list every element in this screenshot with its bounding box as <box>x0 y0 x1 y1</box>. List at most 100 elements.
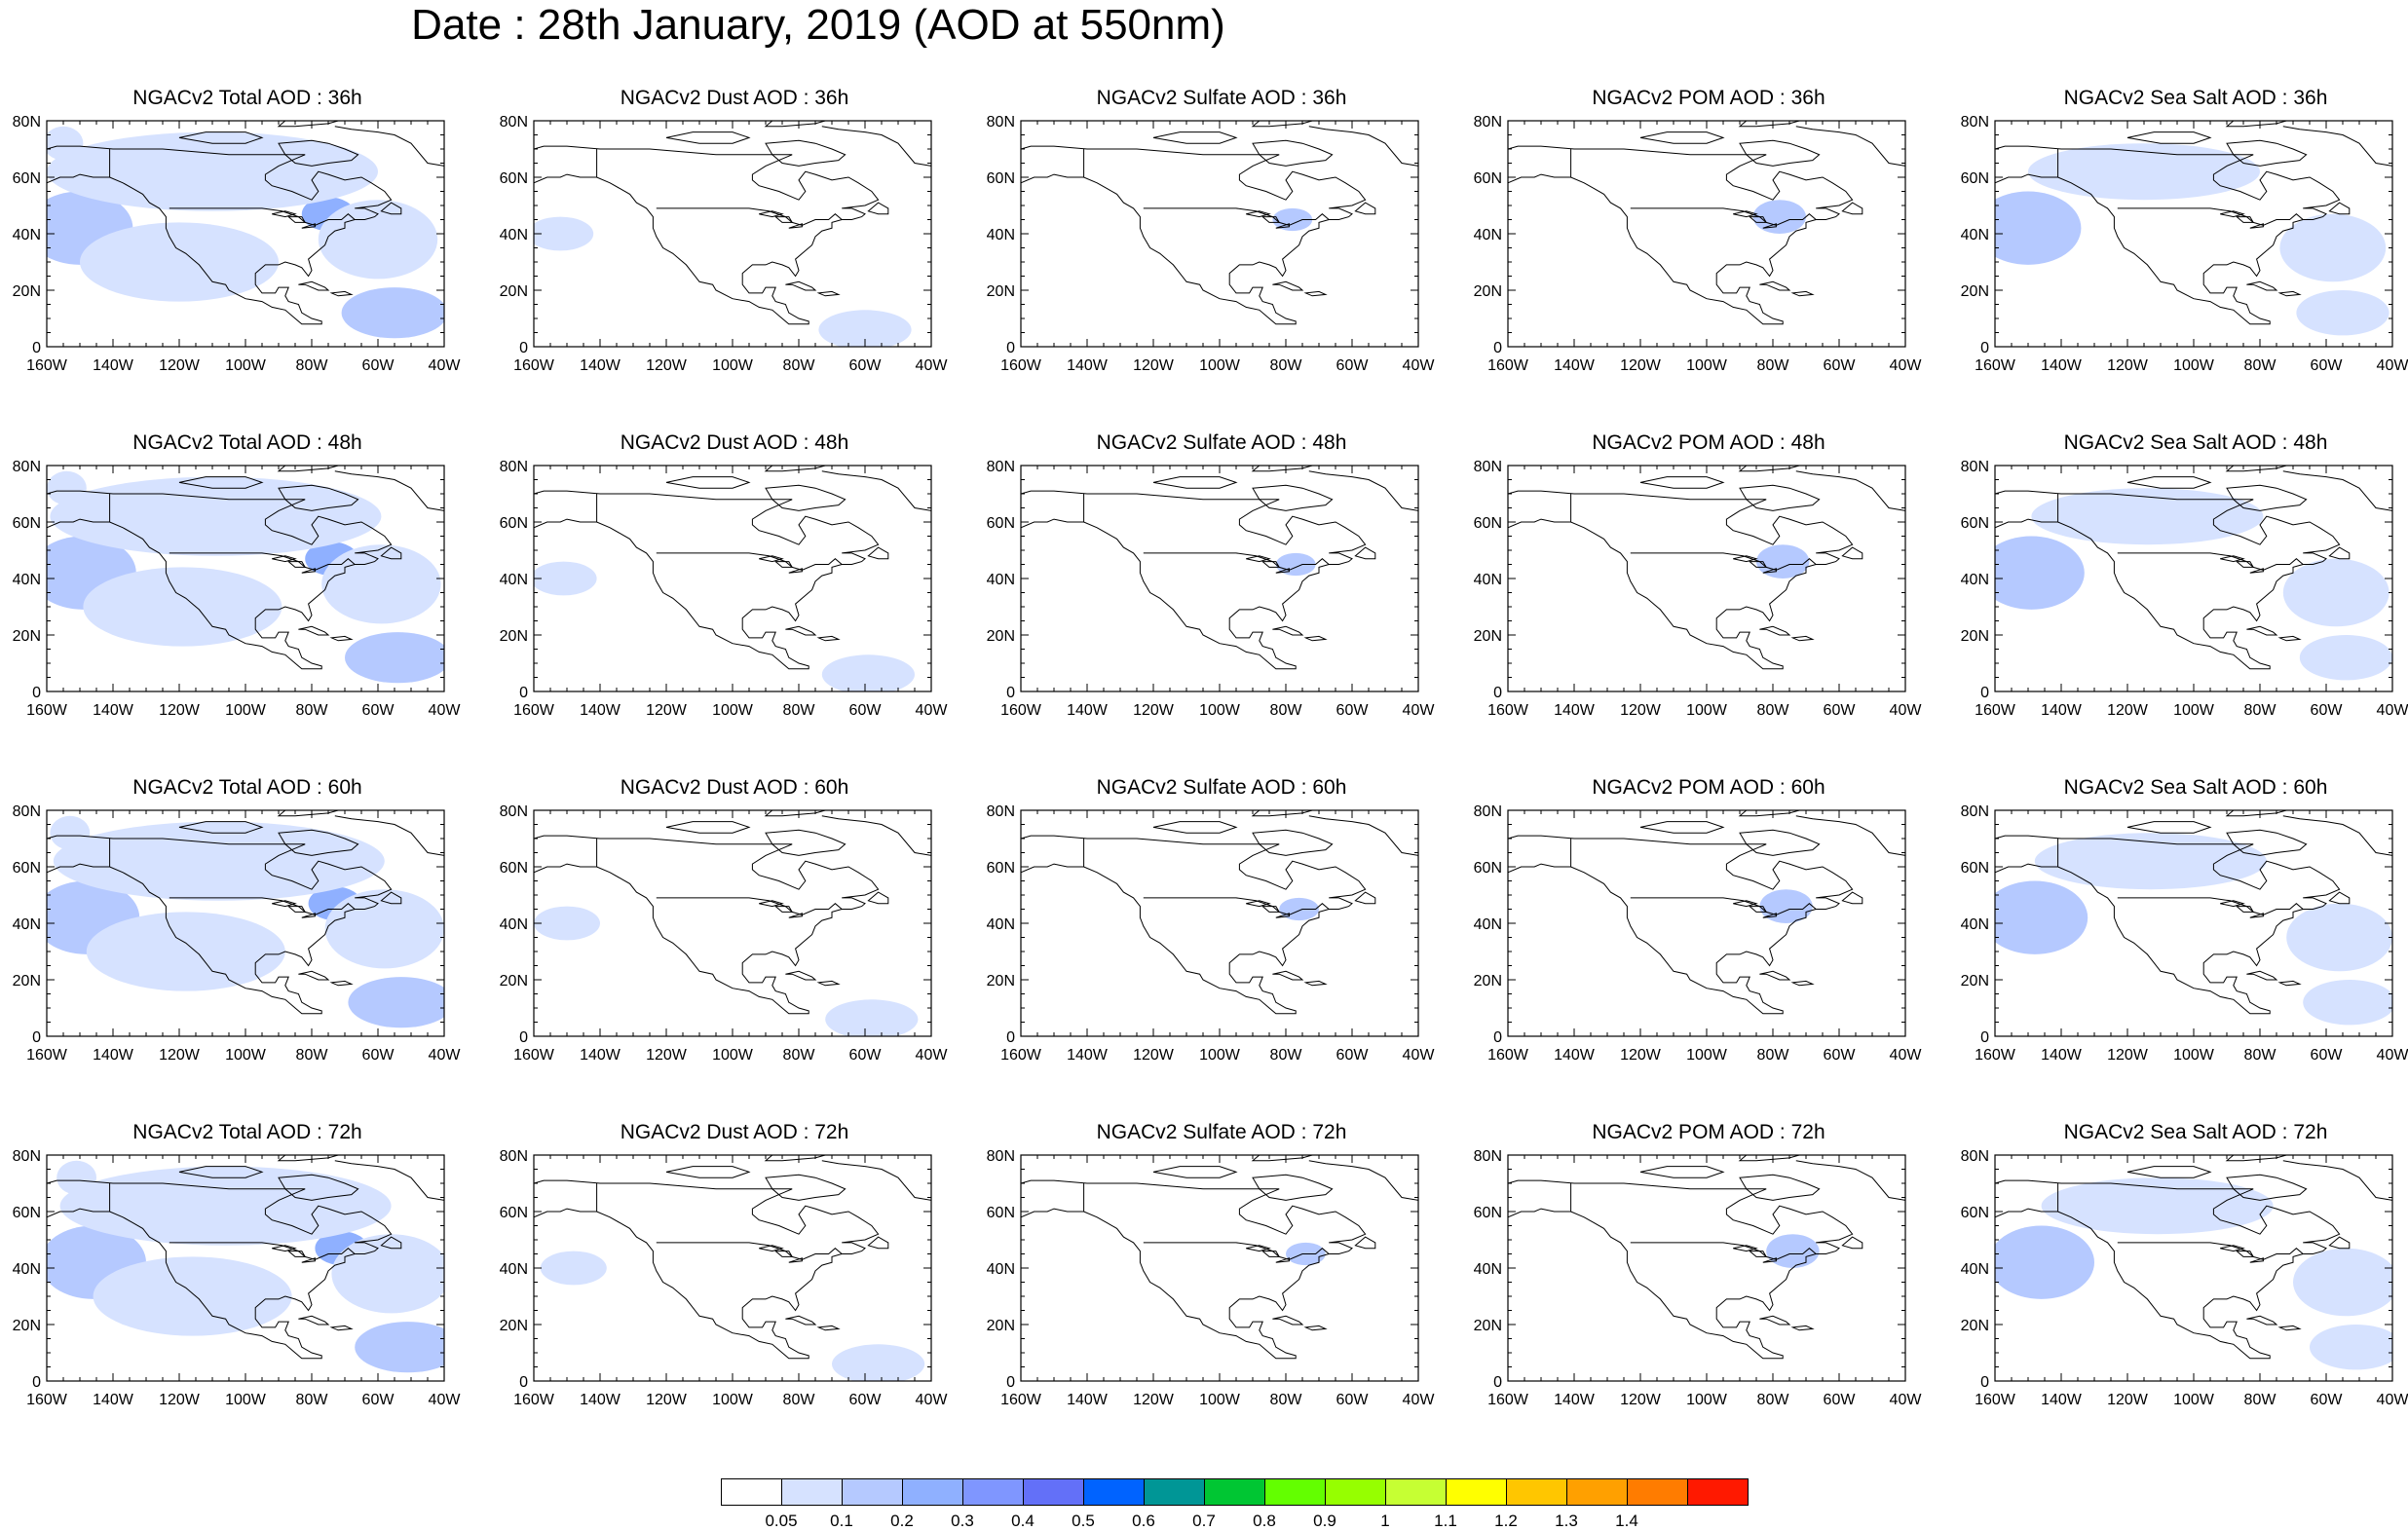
coastline-island <box>298 625 330 636</box>
lon-tick-label: 160W <box>1000 357 1042 374</box>
coastline-island <box>2277 1325 2302 1331</box>
great-lake <box>1733 555 1758 563</box>
coastline <box>1021 145 1367 325</box>
coastline-island <box>1790 980 1815 987</box>
colorbar-label: 0.8 <box>1253 1512 1276 1530</box>
aod-shading <box>818 310 912 347</box>
coastline-island <box>2277 980 2302 987</box>
coastline-island <box>1354 1236 1376 1250</box>
lon-tick-label: 80W <box>2244 357 2277 374</box>
panel-title: NGACv2 POM AOD : 60h <box>1592 776 1825 799</box>
colorbar-swatch <box>1385 1478 1447 1506</box>
lon-tick-label: 140W <box>580 357 621 374</box>
lon-tick-label: 40W <box>429 1047 462 1064</box>
lon-tick-label: 60W <box>1336 1047 1370 1064</box>
coastline <box>47 835 393 1015</box>
coastline-island <box>1738 1155 1800 1162</box>
lon-tick-label: 40W <box>2377 1392 2408 1408</box>
lon-tick-label: 80W <box>296 1392 329 1408</box>
lon-tick-label: 160W <box>26 1392 68 1408</box>
colorbar-label: 0.3 <box>951 1512 974 1530</box>
lat-tick-label: 80N <box>1474 114 1502 131</box>
us-canada-border <box>1630 207 1817 226</box>
colorbar-swatch <box>1264 1478 1326 1506</box>
map-canvas: 160W 140W 120W 100W 80W 60W 40W 80N 60N 40N 20N 0 <box>13 114 462 374</box>
aod-shading <box>534 216 594 251</box>
coastline-island <box>1639 131 1725 144</box>
map-canvas: 160W 140W 120W 100W 80W 60W 40W 80N 60N 40N 20N 0 <box>500 459 949 719</box>
panel-title: NGACv2 Sea Salt AOD : 48h <box>2063 431 2328 454</box>
coastline <box>1995 490 2341 670</box>
colorbar-swatch <box>1446 1478 1507 1506</box>
panel-title: NGACv2 Sea Salt AOD : 72h <box>2063 1121 2328 1143</box>
lon-tick-label: 120W <box>1620 1392 1662 1408</box>
coastline-island <box>785 625 817 636</box>
lat-tick-label: 60N <box>1961 860 1989 877</box>
coastline-island <box>298 970 330 981</box>
colorbar-label: 1.3 <box>1555 1512 1578 1530</box>
coastline-island <box>764 1155 826 1162</box>
coastline <box>47 1179 393 1360</box>
great-lake <box>286 561 307 568</box>
lon-tick-label: 120W <box>646 357 688 374</box>
lat-tick-label: 0 <box>1493 1029 1502 1046</box>
coastline <box>1508 490 1854 670</box>
aod-shading <box>50 476 382 556</box>
aod-shading <box>56 1160 96 1195</box>
map-canvas: 160W 140W 120W 100W 80W 60W 40W 80N 60N 40N 20N 0 <box>1474 803 1923 1064</box>
colorbar-swatch <box>1566 1478 1628 1506</box>
coastline-island <box>1152 821 1238 834</box>
coastline-greenland <box>1795 121 1905 167</box>
aod-shading <box>59 1166 392 1246</box>
lon-tick-label: 40W <box>916 1047 949 1064</box>
lat-tick-label: 80N <box>987 803 1015 820</box>
map-canvas: 160W 140W 120W 100W 80W 60W 40W 80N 60N 40N 20N 0 <box>13 803 462 1064</box>
coastline-island <box>1303 1325 1328 1331</box>
coastline-greenland <box>1308 466 1418 511</box>
great-lake <box>1733 900 1758 908</box>
lon-tick-label: 140W <box>580 1392 621 1408</box>
us-canada-border <box>656 552 843 571</box>
colorbar-label: 0.6 <box>1132 1512 1155 1530</box>
lat-tick-label: 60N <box>500 170 528 187</box>
lon-tick-label: 140W <box>2041 357 2083 374</box>
lat-tick-label: 40N <box>987 227 1015 243</box>
coastline-greenland <box>1308 1155 1418 1201</box>
lat-tick-label: 60N <box>987 515 1015 532</box>
great-lake <box>286 906 307 913</box>
coastline-island <box>785 1315 817 1326</box>
lon-tick-label: 120W <box>646 1047 688 1064</box>
lon-tick-label: 160W <box>1975 1392 2016 1408</box>
lon-tick-label: 60W <box>1336 357 1370 374</box>
aod-shading <box>1995 1225 2094 1299</box>
colorbar-label: 1 <box>1380 1512 1390 1530</box>
lat-tick-label: 80N <box>987 114 1015 131</box>
coastline-island <box>178 821 264 834</box>
panel-title: NGACv2 Total AOD : 72h <box>132 1121 362 1143</box>
lat-tick-label: 80N <box>500 1148 528 1165</box>
lat-tick-label: 60N <box>13 1205 41 1221</box>
lat-tick-label: 40N <box>987 1261 1015 1278</box>
great-lake <box>2235 216 2255 223</box>
lon-tick-label: 160W <box>513 357 555 374</box>
coastline-island <box>1841 546 1863 560</box>
lon-tick-label: 80W <box>1757 1047 1790 1064</box>
coastline-island <box>2246 1315 2278 1326</box>
lat-tick-label: 0 <box>1006 1374 1015 1391</box>
great-lake <box>286 216 307 223</box>
aod-shading <box>2296 290 2389 336</box>
great-lake <box>1246 555 1271 563</box>
coastline-island <box>1841 891 1863 905</box>
lon-tick-label: 140W <box>580 702 621 719</box>
lon-tick-label: 40W <box>2377 357 2408 374</box>
lat-tick-label: 60N <box>1474 170 1502 187</box>
great-lake <box>1246 900 1271 908</box>
us-canada-border <box>2117 897 2304 915</box>
coastline-island <box>298 1315 330 1326</box>
lon-tick-label: 120W <box>2107 1047 2149 1064</box>
lat-tick-label: 80N <box>1961 1148 1989 1165</box>
coastline-island <box>2225 810 2287 817</box>
coastline-island <box>2225 121 2287 128</box>
lat-tick-label: 80N <box>1474 803 1502 820</box>
coastline-island <box>1841 202 1863 215</box>
